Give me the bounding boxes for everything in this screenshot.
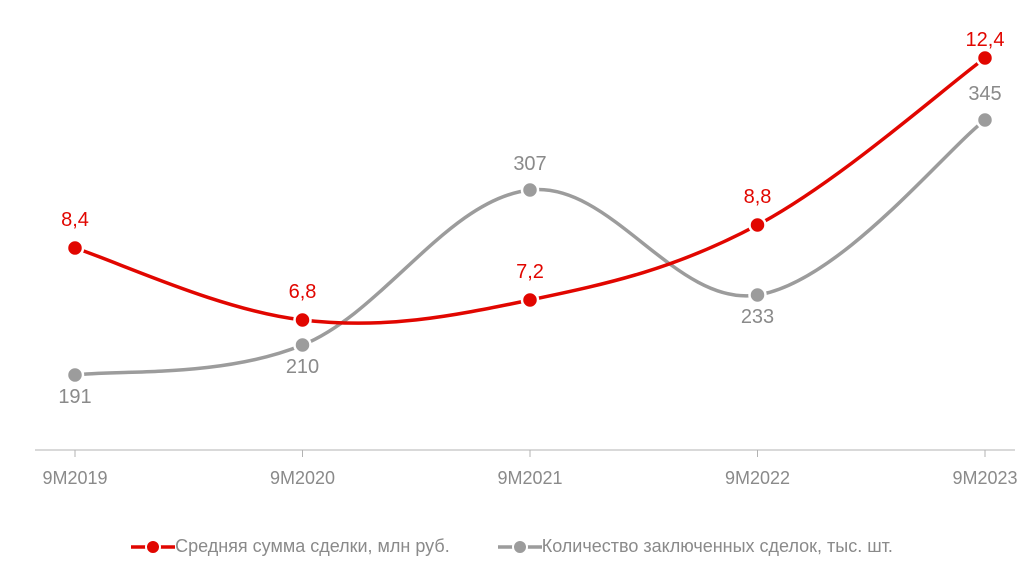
series-red-value-label: 8,4: [61, 209, 89, 231]
x-axis-label: 9М2020: [270, 468, 335, 488]
series-red-marker: [977, 50, 993, 66]
series-gray-value-label: 191: [58, 386, 91, 408]
series-red-value-label: 12,4: [966, 29, 1005, 51]
series-red-marker: [750, 217, 766, 233]
x-axis-label: 9М2019: [42, 468, 107, 488]
x-axis-label: 9М2022: [725, 468, 790, 488]
series-gray-marker: [750, 287, 766, 303]
series-gray-marker: [67, 367, 83, 383]
series-gray-marker: [522, 182, 538, 198]
legend-item-gray: Количество заключенных сделок, тыс. шт.: [498, 536, 893, 557]
series-red-marker: [295, 312, 311, 328]
x-axis-label: 9М2023: [952, 468, 1017, 488]
line-chart: 9М2019 9М2020 9М2021 9М2022 9М2023 191 210 307 2…: [0, 0, 1024, 520]
legend-swatch-red-icon: [131, 537, 175, 557]
series-red-marker: [67, 240, 83, 256]
x-axis-label: 9М2021: [497, 468, 562, 488]
series-red-marker: [522, 292, 538, 308]
legend: Средняя сумма сделки, млн руб. Количеств…: [0, 536, 1024, 557]
series-gray-marker: [295, 337, 311, 353]
series-gray-value-label: 210: [286, 356, 319, 378]
legend-label-red: Средняя сумма сделки, млн руб.: [175, 536, 450, 557]
series-gray-value-label: 345: [968, 83, 1001, 105]
legend-item-red: Средняя сумма сделки, млн руб.: [131, 536, 450, 557]
series-gray-marker: [977, 112, 993, 128]
legend-label-gray: Количество заключенных сделок, тыс. шт.: [542, 536, 893, 557]
series-red-value-label: 7,2: [516, 261, 544, 283]
series-red-value-label: 6,8: [289, 281, 317, 303]
series-red-value-label: 8,8: [744, 186, 772, 208]
series-gray-value-label: 307: [513, 153, 546, 175]
series-gray-value-label: 233: [741, 306, 774, 328]
legend-swatch-gray-icon: [498, 537, 542, 557]
chart-container: 9М2019 9М2020 9М2021 9М2022 9М2023 191 210 307 2…: [0, 0, 1024, 575]
